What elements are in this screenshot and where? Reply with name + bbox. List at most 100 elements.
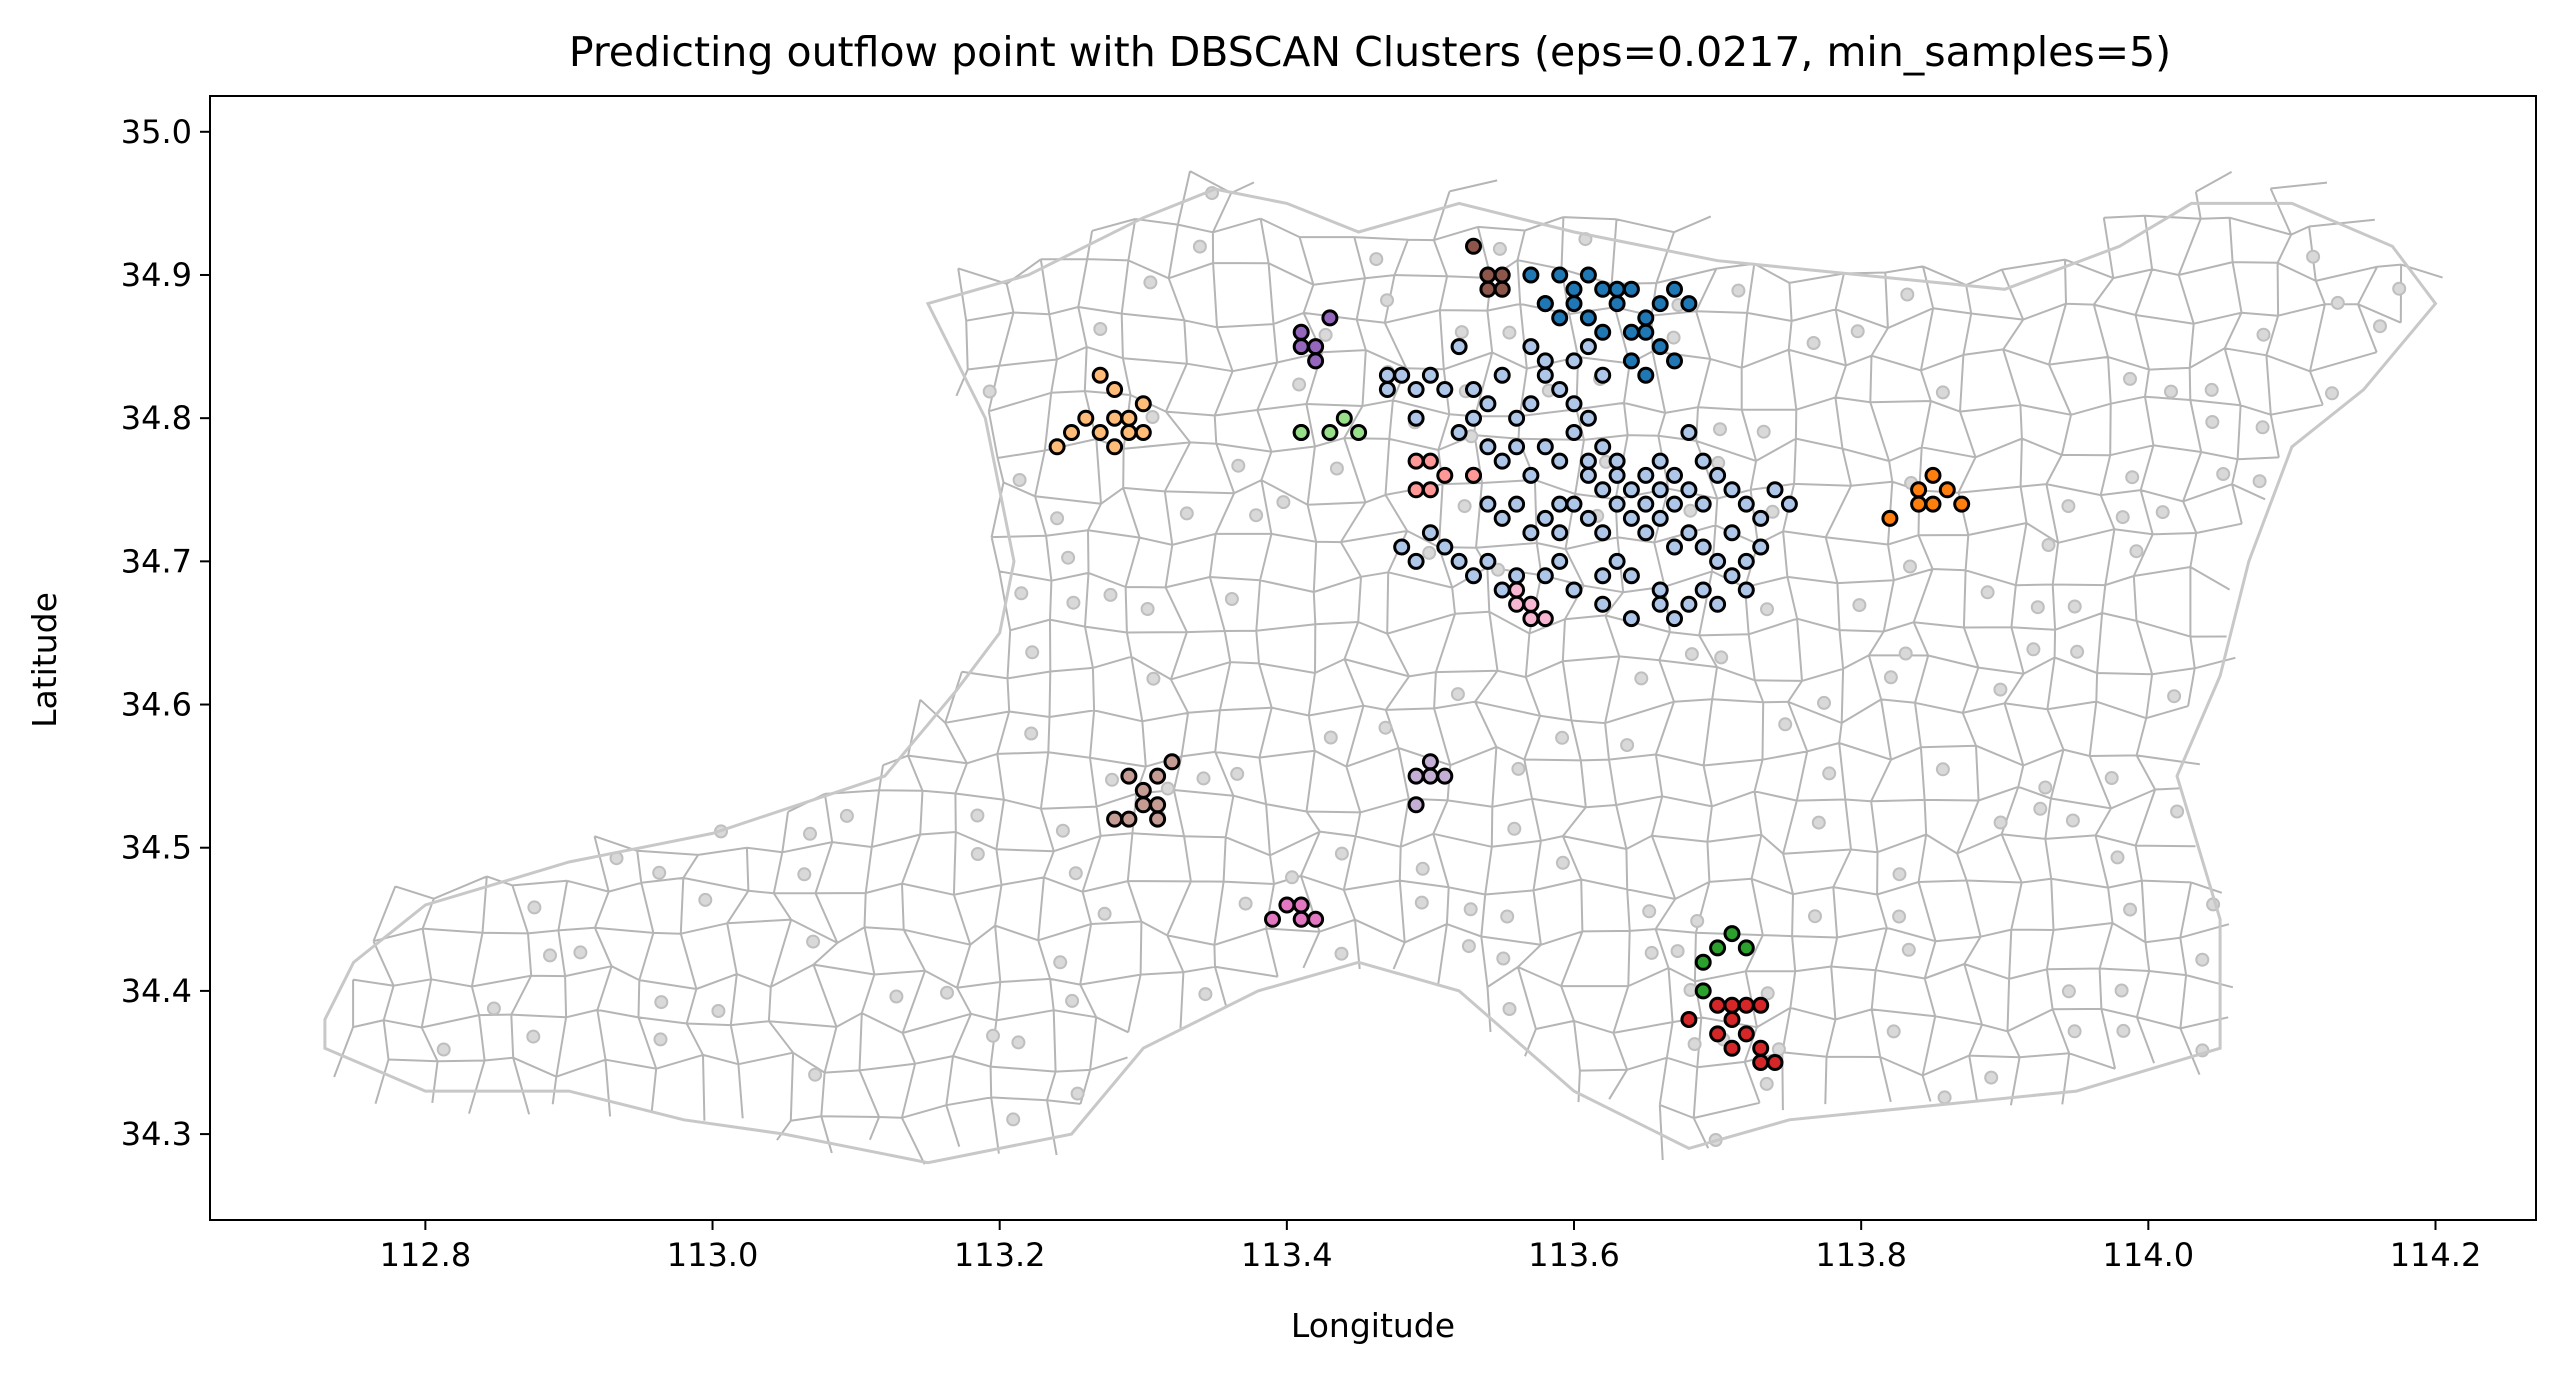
cell-centroid — [1198, 987, 1213, 1002]
cell-centroid — [1666, 330, 1681, 345]
cluster-point — [1522, 610, 1540, 628]
cell-centroid — [1511, 761, 1526, 776]
y-tick-label: 35.0 — [121, 113, 192, 151]
cluster-point — [1106, 438, 1124, 456]
cluster-series — [1407, 753, 1454, 814]
cell-centroid — [889, 989, 904, 1004]
cell-centroid — [1993, 815, 2008, 830]
cluster-point — [1508, 581, 1526, 599]
cell-centroid — [1817, 695, 1831, 710]
cluster-point — [1508, 567, 1526, 585]
cluster-point — [1637, 495, 1655, 513]
cluster-point — [1536, 567, 1554, 585]
cell-centroid — [2061, 984, 2076, 999]
cell-centroid — [2061, 499, 2076, 514]
cluster-point — [1723, 524, 1741, 542]
cluster-series — [1465, 237, 1511, 298]
cluster-point — [1493, 509, 1511, 527]
cell-centroid — [1097, 906, 1112, 921]
cell-centroid — [2195, 952, 2210, 967]
cluster-point — [1551, 452, 1569, 470]
cell-centroid — [806, 934, 821, 949]
cluster-point — [1737, 581, 1755, 599]
cluster-point — [1292, 910, 1310, 928]
cell-centroid — [1140, 602, 1155, 616]
cluster-point — [1522, 524, 1540, 542]
cell-centroid — [1980, 585, 1995, 600]
cell-centroid — [1683, 983, 1698, 997]
cluster-point — [1536, 366, 1554, 384]
cluster-point — [1307, 338, 1325, 356]
cluster-point — [1048, 438, 1066, 456]
cluster-point — [1666, 538, 1683, 556]
cell-centroid — [2330, 295, 2345, 310]
y-tick-label: 34.8 — [121, 399, 192, 437]
cell-centroid — [1055, 823, 1070, 838]
cell-centroid — [2041, 538, 2056, 552]
cell-centroid — [1068, 866, 1083, 881]
cluster-point — [1608, 466, 1626, 484]
cell-centroid — [652, 865, 667, 880]
cell-centroid — [1450, 687, 1465, 702]
cluster-point — [1551, 266, 1569, 284]
cluster-point — [1752, 996, 1770, 1014]
cluster-point — [1292, 896, 1310, 914]
cell-centroid — [839, 808, 854, 823]
cell-centroid — [2115, 510, 2130, 525]
cluster-point — [1651, 581, 1669, 599]
cell-centroid — [1500, 909, 1515, 924]
cluster-points — [1048, 237, 1971, 1071]
cluster-point — [1077, 409, 1095, 427]
cluster-point — [1335, 409, 1353, 427]
cluster-point — [1565, 280, 1583, 298]
cluster-point — [1637, 366, 1655, 384]
cell-centroid — [1756, 424, 1771, 439]
cell-centroid — [2033, 801, 2048, 816]
cluster-point — [1421, 767, 1439, 785]
cluster-point — [1292, 323, 1310, 341]
cluster-point — [1421, 366, 1439, 384]
cluster-point — [1651, 509, 1669, 527]
cell-centroid — [1457, 499, 1472, 514]
cell-centroid — [1143, 275, 1158, 290]
cluster-point — [1694, 452, 1712, 470]
cell-centroid — [1684, 647, 1699, 662]
cluster-point — [1622, 280, 1640, 298]
cell-centroid — [1555, 730, 1570, 745]
cell-centroid — [1491, 562, 1505, 577]
cluster-point — [1436, 466, 1454, 484]
cell-centroid — [1852, 598, 1867, 613]
cluster-point — [1694, 982, 1712, 1000]
cell-centroid — [2129, 544, 2144, 559]
cell-centroid — [653, 1032, 668, 1047]
voronoi-cell-edges — [333, 170, 2443, 1165]
cell-centroid — [1937, 1090, 1952, 1105]
cell-centroid — [1196, 771, 1211, 786]
cluster-point — [1910, 481, 1928, 499]
cluster-point — [1723, 925, 1741, 943]
cell-centroid — [1683, 503, 1698, 518]
cluster-point — [1421, 452, 1439, 470]
cell-centroid — [803, 826, 817, 841]
cell-centroid — [2067, 599, 2082, 614]
cluster-point — [1666, 466, 1683, 484]
cluster-point — [1910, 495, 1928, 513]
cell-centroid — [2252, 474, 2267, 489]
cluster-point — [1264, 910, 1281, 928]
cell-centroid — [1492, 241, 1507, 256]
cluster-point — [1465, 567, 1482, 585]
cell-centroid — [1422, 545, 1437, 560]
y-tick-label: 34.3 — [121, 1115, 192, 1153]
cluster-series — [1407, 452, 1482, 499]
cluster-point — [1120, 767, 1138, 785]
cell-centroid — [1145, 410, 1160, 424]
cluster-point — [1594, 595, 1612, 613]
cluster-point — [1149, 810, 1167, 828]
cell-centroid — [1808, 909, 1822, 924]
cell-centroid — [1759, 1076, 1774, 1091]
cluster-series — [1264, 896, 1325, 928]
cell-centroid — [1502, 1002, 1517, 1016]
cluster-point — [1694, 538, 1712, 556]
cluster-point — [1594, 366, 1612, 384]
cell-centroid — [654, 995, 669, 1010]
